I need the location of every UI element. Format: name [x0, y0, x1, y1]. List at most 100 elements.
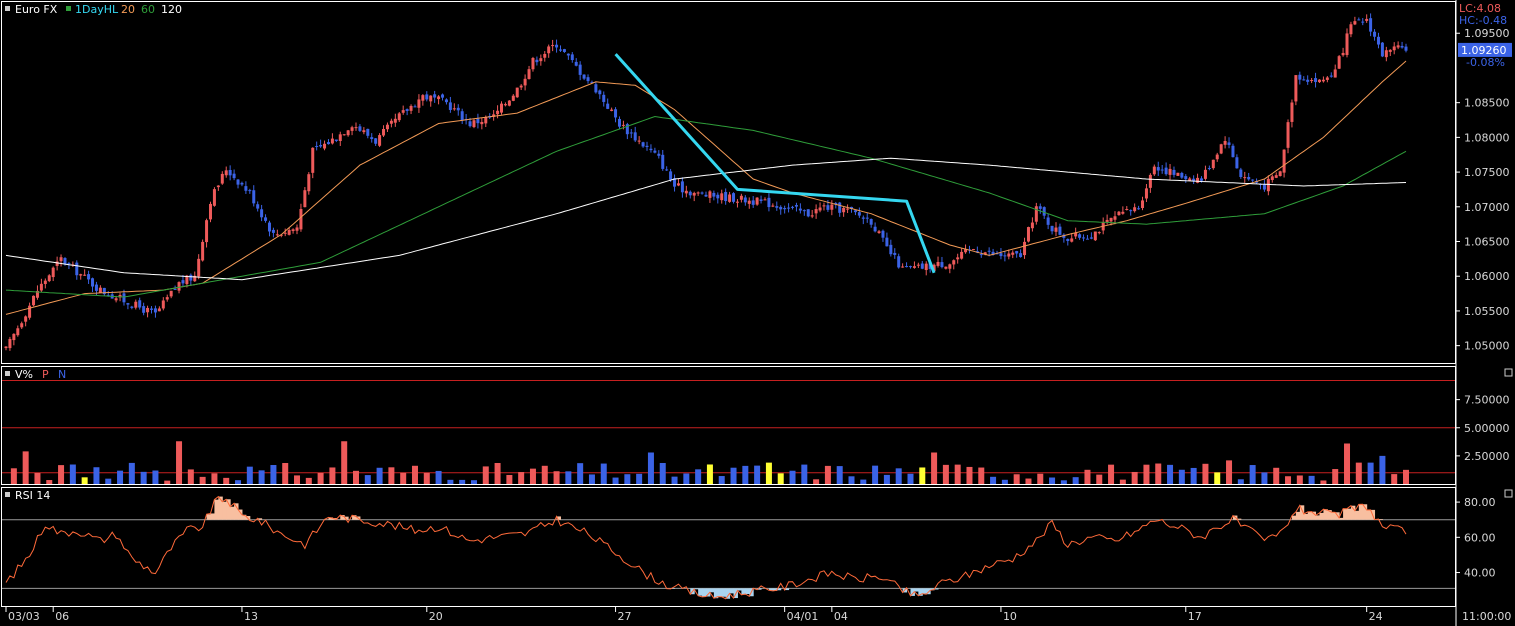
candle-body — [444, 99, 448, 103]
candle-body — [1317, 79, 1321, 83]
volume-bar — [435, 470, 442, 484]
volume-bar — [305, 477, 312, 484]
volume-bar — [1025, 478, 1032, 484]
candle-body — [456, 107, 460, 111]
volume-bar — [1249, 465, 1256, 484]
candle-body — [362, 130, 366, 133]
rsi-oversold-fill — [729, 588, 735, 594]
volume-bar — [1096, 474, 1103, 484]
rsi-oversold-fill — [709, 588, 715, 593]
candle-body — [1251, 179, 1255, 181]
rsi-tick-label: 80.00 — [1464, 496, 1496, 509]
volume-bar — [895, 468, 902, 484]
candle-body — [275, 234, 279, 236]
rsi-overbought-fill — [238, 509, 243, 520]
candle-body — [358, 126, 362, 131]
candle-body — [177, 282, 181, 291]
rsi-oversold-fill — [717, 588, 723, 597]
candle-body — [476, 118, 480, 124]
candle-body — [905, 266, 909, 268]
price-panel[interactable] — [1, 1, 1456, 364]
candle-body — [1361, 21, 1365, 23]
volume-bar — [1403, 469, 1409, 484]
candle-body — [153, 308, 157, 313]
panel-menu-icon[interactable] — [5, 6, 10, 11]
volume-panel[interactable] — [1, 366, 1456, 485]
volume-bar — [730, 467, 737, 484]
rsi-overbought-fill — [218, 496, 223, 520]
candle-body — [142, 306, 146, 313]
candle-body — [873, 226, 877, 232]
volume-bar — [69, 464, 76, 484]
candle-body — [614, 109, 618, 118]
candle-body — [248, 190, 252, 192]
candle-body — [629, 132, 633, 134]
volume-bar — [706, 464, 713, 484]
rsi-oversold-fill — [725, 588, 731, 599]
candle-body — [181, 280, 185, 284]
rsi-oversold-fill — [914, 588, 919, 592]
volume-bar — [329, 467, 336, 484]
volume-bar — [93, 467, 100, 484]
trendline[interactable] — [614, 53, 936, 274]
volume-bar — [1119, 479, 1126, 484]
rsi-overbought-fill — [1291, 515, 1297, 520]
volume-bar — [1320, 480, 1327, 484]
candle-body — [20, 323, 24, 328]
price-tick-label: 1.05000 — [1464, 340, 1510, 353]
candle-body — [1380, 42, 1384, 57]
candle-body — [791, 206, 795, 208]
volume-bar — [10, 468, 17, 484]
volume-bar — [22, 451, 29, 484]
volume-close-icon[interactable] — [1504, 368, 1513, 377]
candle-body — [1239, 169, 1243, 178]
candle-body — [810, 215, 814, 217]
candle-body — [602, 94, 606, 102]
candle-body — [704, 194, 708, 197]
candle-body — [535, 59, 539, 63]
candle-body — [287, 230, 291, 235]
candle-body — [1203, 169, 1207, 179]
candle-body — [1278, 171, 1282, 177]
candle-body — [728, 194, 732, 202]
volume-menu-icon[interactable] — [5, 371, 10, 376]
candle-body — [12, 333, 16, 341]
candle-body — [232, 173, 236, 179]
candle-body — [676, 183, 680, 186]
candle-body — [370, 137, 374, 140]
candle-body — [814, 209, 818, 214]
candle-body — [1113, 216, 1117, 220]
candle-body — [197, 258, 201, 277]
rsi-overbought-fill — [1343, 508, 1348, 520]
rsi-oversold-fill — [745, 588, 750, 594]
candle-body — [1085, 238, 1089, 240]
candle-body — [1164, 167, 1168, 175]
moving-average-lines — [5, 60, 1407, 315]
volume-bar — [1367, 462, 1374, 484]
candle-body — [798, 208, 802, 211]
time-tick-label: 20 — [429, 610, 443, 623]
candle-body — [448, 102, 452, 110]
candle-body — [802, 210, 806, 212]
rsi-menu-icon[interactable] — [5, 492, 10, 497]
volume-bar — [294, 475, 301, 484]
candle-body — [940, 262, 944, 268]
hc-value: HC:-0.48 — [1459, 14, 1507, 27]
candle-body — [1046, 217, 1050, 225]
candle-body — [441, 94, 445, 98]
rsi-title: RSI 14 — [15, 489, 50, 502]
candle-body — [307, 174, 311, 192]
rsi-close-icon[interactable] — [1504, 489, 1513, 498]
candle-body — [1270, 176, 1274, 180]
candle-body — [299, 209, 303, 230]
volume-bar — [624, 474, 631, 484]
volume-bar — [942, 464, 949, 484]
candle-body — [311, 147, 315, 173]
candle-body — [354, 127, 358, 129]
candle-body — [1349, 24, 1353, 35]
time-label: 11:00:00 — [1462, 610, 1511, 623]
candle-body — [1137, 208, 1141, 210]
candle-body — [838, 202, 842, 213]
candle-body — [252, 190, 256, 204]
